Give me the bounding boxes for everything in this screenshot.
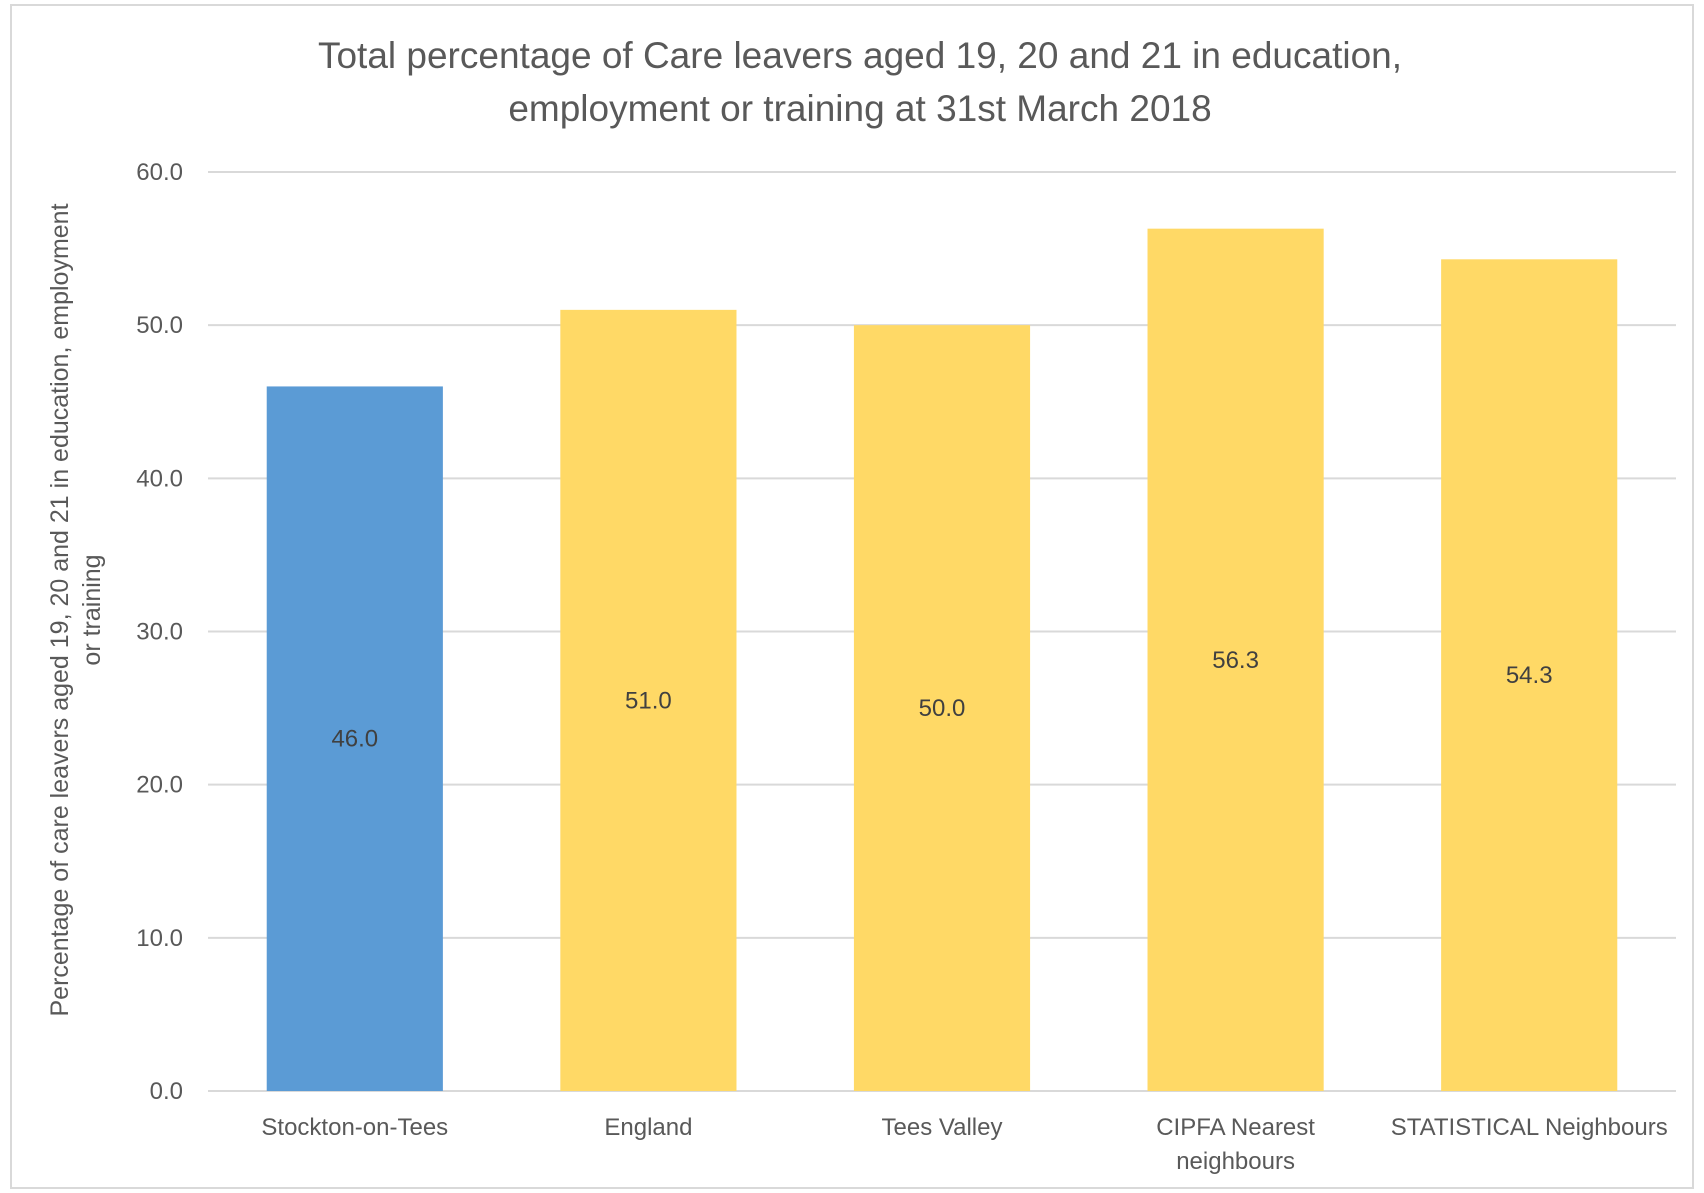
y-tick-label: 30.0 <box>136 619 183 646</box>
y-tick-label: 50.0 <box>136 312 183 339</box>
x-category-label: Tees Valley <box>882 1114 1003 1141</box>
data-label: 46.0 <box>331 726 378 753</box>
y-axis-ticks: 0.0 10.0 20.0 30.0 40.0 50.0 60.0 <box>136 159 183 1105</box>
y-axis-label-line-1: Percentage of care leavers aged 19, 20 a… <box>46 203 74 1016</box>
x-category-label: England <box>604 1114 692 1141</box>
data-label: 50.0 <box>919 695 966 722</box>
y-tick-label: 0.0 <box>150 1078 183 1105</box>
data-label: 56.3 <box>1212 647 1259 674</box>
chart-title: Total percentage of Care leavers aged 19… <box>318 35 1402 129</box>
bar <box>266 386 443 1091</box>
x-category-label: Stockton-on-Tees <box>261 1114 448 1141</box>
y-tick-label: 20.0 <box>136 772 183 799</box>
data-label: 54.3 <box>1506 662 1553 689</box>
y-axis-label: Percentage of care leavers aged 19, 20 a… <box>46 203 106 1016</box>
chart-title-line-2: employment or training at 31st March 201… <box>508 88 1211 129</box>
x-category-label: neighbours <box>1176 1148 1295 1175</box>
bar <box>1441 259 1618 1091</box>
bar <box>1147 228 1324 1092</box>
bar <box>853 325 1031 1092</box>
chart-title-line-1: Total percentage of Care leavers aged 19… <box>318 35 1402 76</box>
x-axis-categories: Stockton-on-Tees England Tees Valley CIPFA … <box>261 1114 1667 1175</box>
y-axis-label-line-2: or training <box>78 554 106 665</box>
y-tick-label: 40.0 <box>136 465 183 492</box>
x-category-label: CIPFA Nearest <box>1156 1114 1315 1141</box>
y-tick-label: 60.0 <box>136 159 183 186</box>
bars <box>266 228 1618 1092</box>
data-label: 51.0 <box>625 687 672 714</box>
bar <box>560 309 737 1092</box>
data-labels: 46.0 51.0 50.0 56.3 54.3 <box>331 647 1552 753</box>
x-category-label: STATISTICAL Neighbours <box>1391 1114 1668 1141</box>
y-tick-label: 10.0 <box>136 925 183 952</box>
